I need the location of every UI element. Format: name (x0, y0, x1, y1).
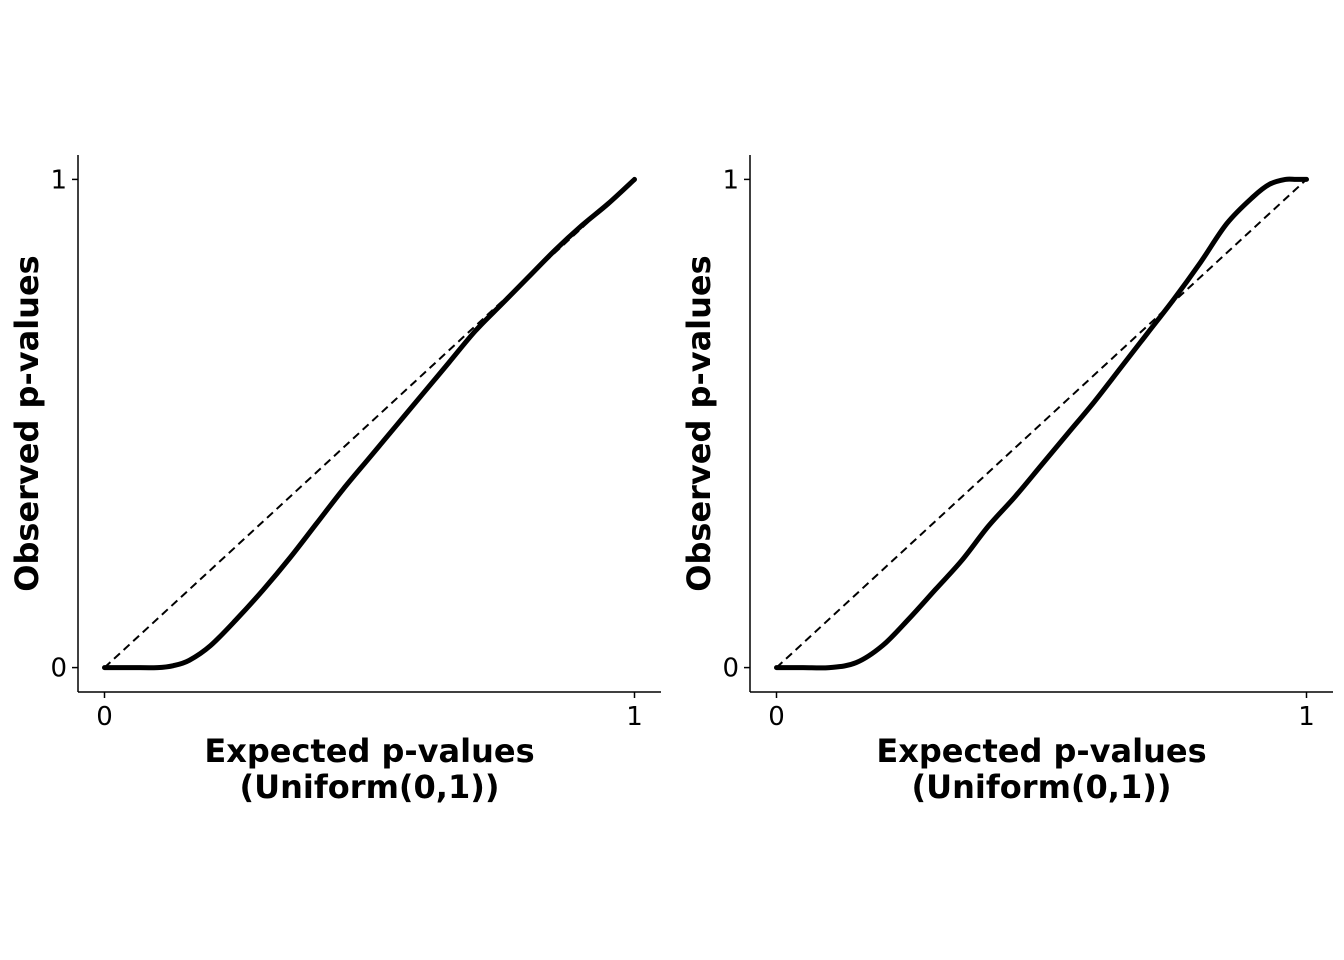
x-axis-label: (Uniform(0,1)) (240, 768, 500, 806)
y-axis-label: Observed p-values (8, 255, 46, 591)
x-axis-label: Expected p-values (204, 732, 534, 770)
observed-pvalue-curve (774, 176, 1309, 671)
x-tick-label: 1 (1298, 702, 1315, 732)
reference-diagonal-line (775, 178, 1308, 669)
x-tick-label: 0 (96, 702, 113, 732)
y-tick-label: 0 (722, 654, 739, 684)
y-tick-label: 0 (50, 654, 67, 684)
y-tick-label: 1 (50, 165, 67, 195)
y-tick-label: 1 (722, 165, 739, 195)
chart-panel-2: 0 1 0 1 Expected p-values(Uniform(0,1)) Obser… (680, 155, 1333, 806)
x-tick-label: 0 (768, 702, 785, 732)
y-axis-label: Observed p-values (680, 255, 718, 591)
x-tick-label: 1 (626, 702, 643, 732)
observed-pvalue-curve (102, 176, 637, 671)
x-axis-label: (Uniform(0,1)) (912, 768, 1172, 806)
x-axis-label: Expected p-values (876, 732, 1206, 770)
chart-panel-1: 0 1 0 1 Expected p-values(Uniform(0,1)) Obser… (8, 155, 661, 806)
